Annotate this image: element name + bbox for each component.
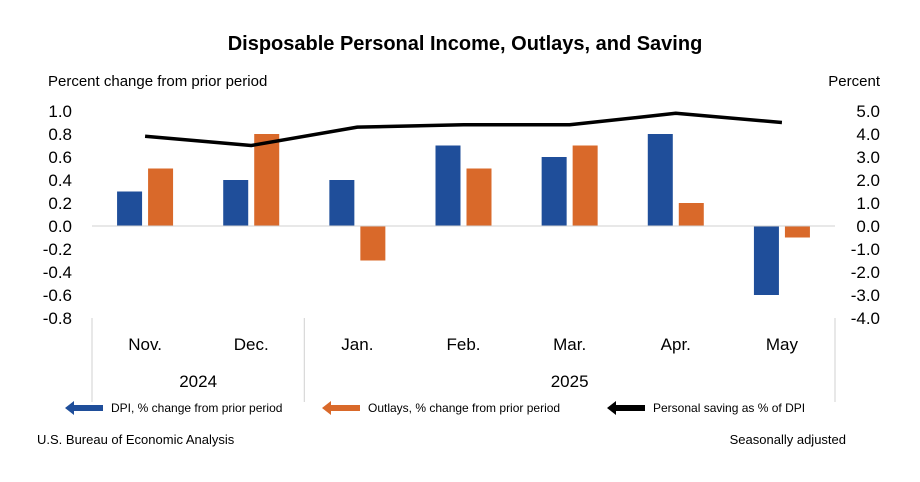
right-tick-label: 3.0 — [856, 148, 880, 167]
left-axis-title: Percent change from prior period — [48, 73, 267, 90]
bars-layer — [117, 134, 810, 295]
year-label: 2025 — [551, 372, 589, 391]
outlays-bar — [148, 168, 174, 226]
dpi-bar — [117, 191, 143, 226]
right-tick-label: -4.0 — [851, 309, 880, 328]
category-label: May — [766, 335, 799, 354]
source-note: U.S. Bureau of Economic Analysis — [37, 432, 235, 447]
legend-outlays: Outlays, % change from prior period — [322, 401, 560, 415]
dpi-bar — [435, 145, 461, 226]
seasonal-note: Seasonally adjusted — [730, 432, 846, 447]
legend-dpi: DPI, % change from prior period — [65, 401, 282, 415]
tick-labels-layer: 1.0 0.8 0.6 0.4 0.2 0.0 -0.2 -0.4 -0.6 -0.8 5.0 4.0… — [43, 102, 880, 328]
left-tick-label: 1.0 — [48, 102, 72, 121]
right-tick-label: -1.0 — [851, 240, 880, 259]
legend-label: Personal saving as % of DPI — [653, 401, 805, 415]
right-axis-title: Percent — [828, 73, 881, 90]
legend-label: DPI, % change from prior period — [111, 401, 282, 415]
left-tick-label: 0.4 — [48, 171, 72, 190]
legend-arrow-icon — [607, 401, 645, 415]
year-label: 2024 — [179, 372, 217, 391]
outlays-bar — [360, 226, 386, 261]
dpi-bar — [223, 180, 249, 226]
left-tick-label: 0.6 — [48, 148, 72, 167]
dpi-bar — [753, 226, 779, 295]
saving-line-layer — [144, 111, 783, 148]
left-tick-label: 0.8 — [48, 125, 72, 144]
dpi-bar — [329, 180, 355, 226]
right-tick-label: 0.0 — [856, 217, 880, 236]
outlays-bar — [784, 226, 810, 238]
left-tick-label: 0.2 — [48, 194, 72, 213]
right-tick-label: 2.0 — [856, 171, 880, 190]
legend-label: Outlays, % change from prior period — [368, 401, 560, 415]
outlays-bar — [572, 145, 598, 226]
legend-saving: Personal saving as % of DPI — [607, 401, 805, 415]
dpi-bar — [647, 134, 673, 226]
category-label: Nov. — [128, 335, 162, 354]
category-label: Dec. — [234, 335, 269, 354]
outlays-bar — [678, 203, 704, 226]
outlays-bar — [254, 134, 280, 226]
category-label: Feb. — [446, 335, 480, 354]
left-tick-label: -0.2 — [43, 240, 72, 259]
legend-arrow-icon — [65, 401, 103, 415]
legend-arrow-icon — [322, 401, 360, 415]
right-tick-label: -3.0 — [851, 286, 880, 305]
right-tick-label: -2.0 — [851, 263, 880, 282]
left-tick-label: -0.8 — [43, 309, 72, 328]
dpi-bar — [541, 157, 567, 226]
right-tick-label: 4.0 — [856, 125, 880, 144]
axes-layer — [91, 225, 836, 402]
left-tick-label: -0.6 — [43, 286, 72, 305]
chart-title: Disposable Personal Income, Outlays, and… — [228, 33, 703, 55]
right-tick-label: 1.0 — [856, 194, 880, 213]
category-label: Jan. — [341, 335, 373, 354]
left-tick-label: -0.4 — [43, 263, 72, 282]
legend: DPI, % change from prior period Outlays, … — [65, 401, 805, 415]
category-labels-layer: Nov. Dec. Jan. Feb. Mar. Apr. May 2024 2025 — [128, 335, 798, 391]
right-tick-label: 5.0 — [856, 102, 880, 121]
category-label: Apr. — [661, 335, 691, 354]
saving-line — [144, 111, 783, 148]
outlays-bar — [466, 168, 492, 226]
left-tick-label: 0.0 — [48, 217, 72, 236]
category-label: Mar. — [553, 335, 586, 354]
